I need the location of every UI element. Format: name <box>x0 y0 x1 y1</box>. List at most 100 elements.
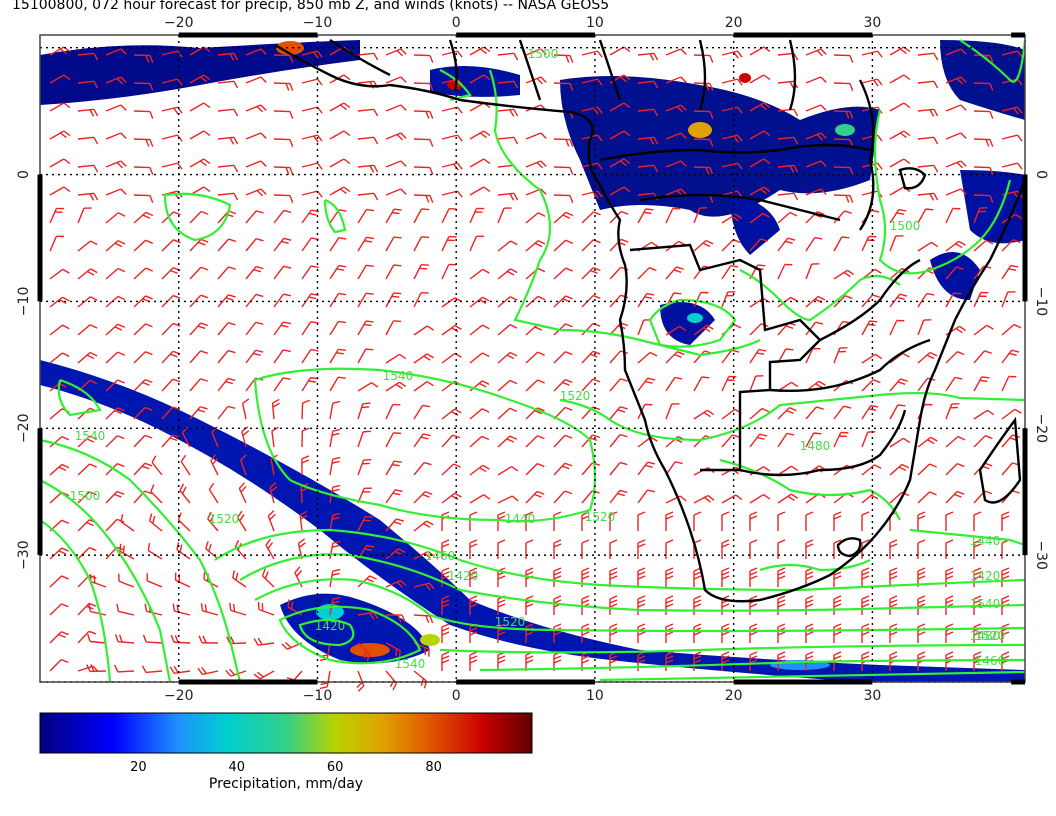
wind-barb <box>721 623 730 643</box>
wind-barb <box>385 208 402 224</box>
wind-barb <box>273 377 291 392</box>
wind-barb <box>805 236 823 252</box>
wind-barb <box>133 166 154 175</box>
wind-barb <box>133 138 154 147</box>
wind-barb <box>553 194 574 203</box>
wind-barb <box>413 194 434 203</box>
wind-barb <box>357 430 371 448</box>
wind-barb <box>497 207 512 224</box>
wind-barb <box>287 599 303 616</box>
wind-barb <box>945 351 965 364</box>
wind-barb <box>889 130 911 140</box>
wind-barb <box>217 108 239 117</box>
wind-barb <box>833 431 849 448</box>
wind-barb <box>357 320 374 336</box>
wind-barb <box>805 160 827 168</box>
wind-barb <box>581 539 590 559</box>
wind-barb <box>665 160 687 168</box>
wind-barb <box>889 437 911 448</box>
wind-barb <box>49 296 70 308</box>
wind-barb <box>721 567 730 587</box>
wind-barb <box>441 263 457 280</box>
wind-barb <box>329 158 351 168</box>
wind-barb <box>329 376 346 392</box>
wind-barb <box>805 295 826 308</box>
wind-barb <box>553 166 574 175</box>
wind-barb <box>609 461 628 476</box>
wind-barb <box>917 595 926 615</box>
wind-barb <box>469 464 490 476</box>
wind-barb <box>861 623 870 643</box>
wind-barb <box>609 210 629 224</box>
wind-barb <box>301 265 319 280</box>
wind-barb <box>973 539 982 559</box>
wind-barb <box>77 351 98 364</box>
precip-area <box>730 195 780 255</box>
wind-barb <box>208 482 219 504</box>
wind-barb <box>721 239 741 252</box>
wind-barb <box>441 492 462 504</box>
wind-barb <box>637 208 654 224</box>
height-contour <box>57 378 102 417</box>
wind-barb <box>805 321 824 336</box>
wind-barb <box>413 54 434 63</box>
colorbar-title: Precipitation, mm/day <box>208 776 364 792</box>
wind-barb <box>497 495 519 504</box>
wind-barb <box>973 82 994 91</box>
wind-barb <box>385 460 402 476</box>
wind-barb <box>245 76 267 84</box>
wind-barb <box>497 108 519 117</box>
wind-barb <box>86 664 107 673</box>
wind-barb <box>141 665 163 674</box>
wind-barb <box>253 637 275 646</box>
contour-label: 1520 <box>585 510 616 524</box>
wind-barb <box>749 623 758 643</box>
wind-barb <box>273 209 292 224</box>
wind-barb <box>217 294 236 308</box>
wind-barb <box>861 404 879 420</box>
wind-barb <box>945 595 954 615</box>
wind-barb <box>133 406 153 420</box>
wind-barb <box>413 353 434 364</box>
wind-barb <box>77 164 99 173</box>
wind-barb <box>181 426 191 448</box>
wind-barb <box>133 351 153 364</box>
wind-barb <box>49 158 71 168</box>
wind-barb <box>329 456 341 476</box>
wind-barb <box>49 631 69 644</box>
wind-barb <box>581 211 601 224</box>
wind-barb <box>917 292 935 308</box>
wind-barb <box>861 294 880 308</box>
wind-barb <box>637 351 658 364</box>
wind-barb <box>413 264 429 280</box>
wind-barb <box>553 211 574 224</box>
wind-barb <box>413 138 434 147</box>
wind-barb <box>749 74 771 84</box>
island-madagascar <box>978 416 1022 504</box>
wind-barb <box>945 104 967 112</box>
wind-barb <box>441 408 462 420</box>
wind-barb <box>161 434 181 448</box>
precip-core <box>688 122 712 138</box>
wind-barb <box>413 490 433 504</box>
wind-barb <box>749 297 771 308</box>
wind-barb <box>189 266 209 280</box>
wind-barb <box>721 264 739 280</box>
wind-barb <box>497 324 518 336</box>
country-border <box>448 39 458 91</box>
wind-barb <box>973 207 988 224</box>
wind-barb <box>49 491 70 504</box>
wind-barb <box>805 104 827 112</box>
wind-barb <box>198 635 219 644</box>
wind-barb <box>777 539 786 559</box>
wind-barb <box>77 435 98 448</box>
wind-barb <box>665 435 686 448</box>
wind-barb <box>253 670 275 680</box>
wind-barb <box>49 324 70 336</box>
wind-barb <box>637 511 646 531</box>
wind-barb <box>147 543 163 560</box>
wind-barb <box>889 463 910 476</box>
wind-barb <box>49 603 69 616</box>
tick-label-bottom: 0 <box>452 688 461 704</box>
wind-barb <box>161 78 183 86</box>
